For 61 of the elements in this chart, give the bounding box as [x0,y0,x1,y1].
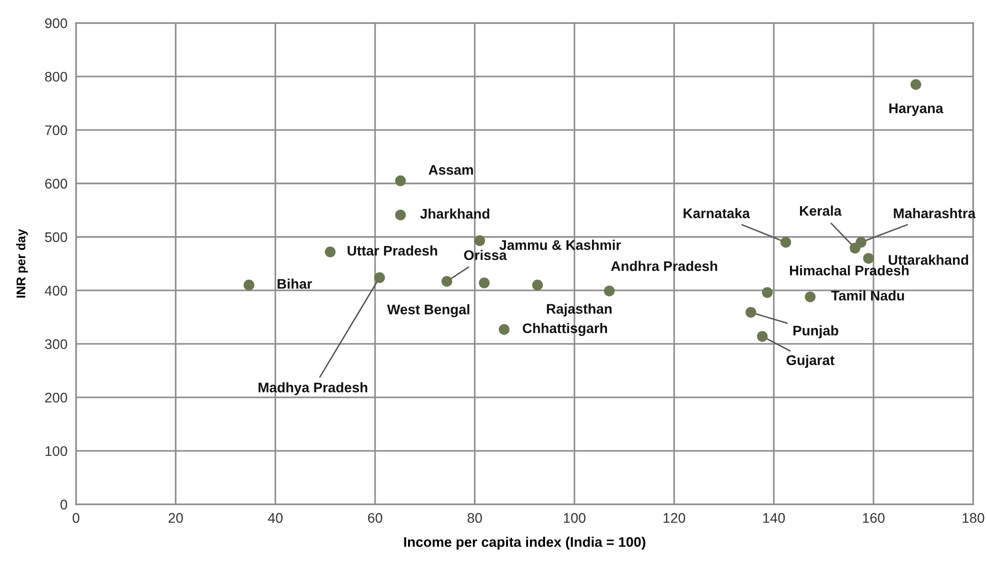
point [856,236,866,248]
annotation: Uttarakhand [888,254,968,265]
annotation: Chhattisgarh [522,322,608,336]
point [441,276,452,287]
point [804,291,816,302]
x-tick-label: 20 [168,513,183,523]
x-tick-label: 140 [763,513,785,523]
point [478,278,490,288]
annotation: Gujarat [786,354,834,368]
annotation: Punjab [793,325,838,338]
annotation: Haryana [889,104,944,116]
point [395,175,406,186]
y-tick-label: 600 [45,178,68,189]
x-tick-label: 40 [268,513,283,523]
annotation: Jharkhand [420,208,490,219]
annotation: Andhra Pradesh [611,260,718,272]
x-tick-label: 80 [468,513,482,523]
y-axis-title: INR per day [16,229,28,298]
y-tick-label: 400 [44,286,68,296]
point [863,252,874,264]
x-axis-title: Income per capita index (India = 100) [404,536,646,550]
annotation: West Bengal [387,304,470,318]
y-tick-label: 900 [45,18,68,28]
annotation: Kerala [800,206,842,216]
y-tick-label: 0 [60,500,68,510]
annotation: Uttar Pradesh [348,245,438,256]
x-tick-label: 160 [862,513,885,523]
x-tick-label: 100 [564,513,586,523]
point [746,306,756,318]
point [395,210,406,220]
point [374,272,385,283]
point [910,79,922,90]
annotation: Orissa [464,250,507,260]
point [532,280,543,290]
point [780,236,792,248]
x-tick-label: 0 [72,513,80,523]
y-tick-label: 300 [45,339,68,350]
point [474,235,486,246]
annotation: Bihar [278,278,312,289]
x-tick-label: 60 [368,513,382,523]
point [324,246,336,258]
y-tick-label: 200 [45,392,68,403]
point [244,280,254,290]
annotation: Tamil Nadu [831,290,904,301]
annotation: Madhya Pradesh [258,382,368,396]
annotation: Jammu & Kashmir [499,240,621,250]
y-tick-label: 800 [45,72,68,82]
annotation: Karnataka [684,208,750,218]
point [756,331,768,342]
annotation: Himachal Pradesh [790,265,909,276]
annotation: Rajasthan [546,304,612,317]
x-tick-label: 180 [962,513,984,523]
point [604,286,615,296]
x-tick-label: 120 [664,513,686,523]
point [498,324,510,335]
point [762,287,773,298]
y-tick-label: 700 [45,125,68,136]
annotation: Maharashtra [894,208,976,218]
annotation: Assam [428,165,473,175]
y-tick-label: 500 [45,232,68,242]
y-tick-label: 100 [46,446,68,456]
